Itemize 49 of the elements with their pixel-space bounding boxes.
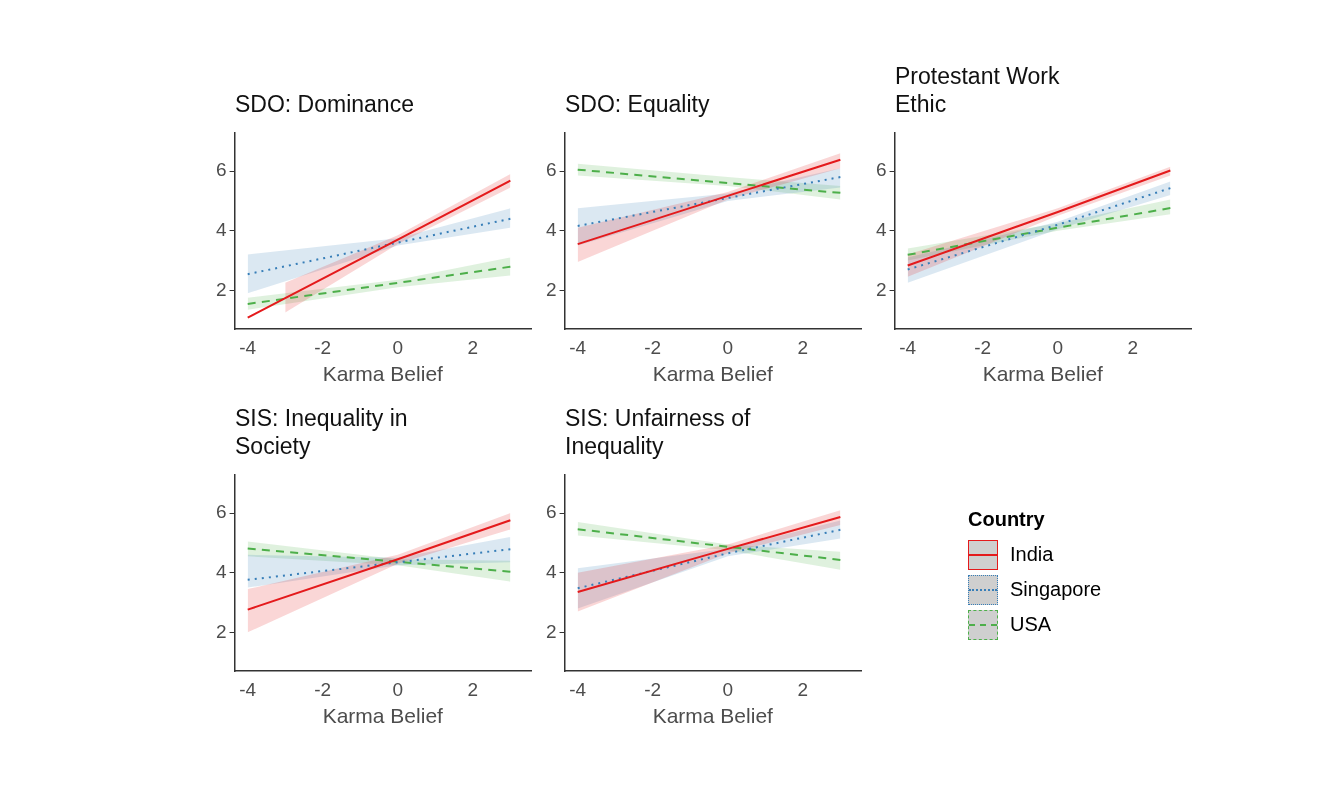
x-tick-label: 2: [797, 678, 809, 700]
y-tick-label: 2: [875, 278, 887, 300]
x-tick-label: 2: [797, 336, 809, 358]
x-axis-title: Karma Belief: [322, 704, 444, 728]
x-tick-label: -4: [569, 678, 587, 700]
legend-label: USA: [1010, 613, 1052, 636]
x-tick-label: 0: [722, 336, 734, 358]
x-tick-label: 0: [392, 678, 404, 700]
chart-title: SDO: Dominance: [235, 90, 415, 118]
chart-title: SIS: Inequality in Society: [235, 404, 409, 460]
x-axis-title: Karma Belief: [652, 362, 774, 386]
legend-label: India: [1010, 543, 1054, 566]
y-tick-label: 6: [215, 501, 227, 523]
legend-title: Country: [968, 508, 1046, 531]
x-tick-label: -4: [569, 336, 587, 358]
x-axis-title: Karma Belief: [652, 704, 774, 728]
y-tick-label: 6: [215, 159, 227, 181]
x-tick-label: -4: [899, 336, 917, 358]
x-tick-label: 0: [392, 336, 404, 358]
x-tick-label: -2: [314, 336, 332, 358]
y-tick-label: 2: [215, 620, 227, 642]
x-tick-label: -2: [644, 678, 662, 700]
y-tick-label: 6: [875, 159, 887, 181]
y-tick-label: 2: [545, 278, 557, 300]
y-tick-label: 4: [545, 218, 557, 240]
y-tick-label: 4: [545, 560, 557, 582]
y-tick-label: 2: [215, 278, 227, 300]
x-tick-label: -4: [239, 678, 257, 700]
x-tick-label: 2: [467, 678, 479, 700]
x-tick-label: -2: [314, 678, 332, 700]
x-tick-label: -2: [974, 336, 992, 358]
x-tick-label: 0: [722, 678, 734, 700]
chart-title: SIS: Unfairness of Inequality: [565, 404, 752, 460]
x-tick-label: -4: [239, 336, 257, 358]
y-tick-label: 4: [875, 218, 887, 240]
y-tick-label: 2: [545, 620, 557, 642]
x-tick-label: 2: [1127, 336, 1139, 358]
y-tick-label: 4: [215, 218, 227, 240]
y-tick-label: 6: [545, 159, 557, 181]
y-tick-label: 4: [215, 560, 227, 582]
x-axis-title: Karma Belief: [982, 362, 1104, 386]
chart-title: Protestant Work Ethic: [895, 62, 1061, 118]
legend-label: Singapore: [1010, 578, 1102, 601]
x-tick-label: -2: [644, 336, 662, 358]
chart-title: SDO: Equality: [565, 90, 711, 118]
x-tick-label: 2: [467, 336, 479, 358]
x-axis-title: Karma Belief: [322, 362, 444, 386]
x-tick-label: 0: [1052, 336, 1064, 358]
y-tick-label: 6: [545, 501, 557, 523]
